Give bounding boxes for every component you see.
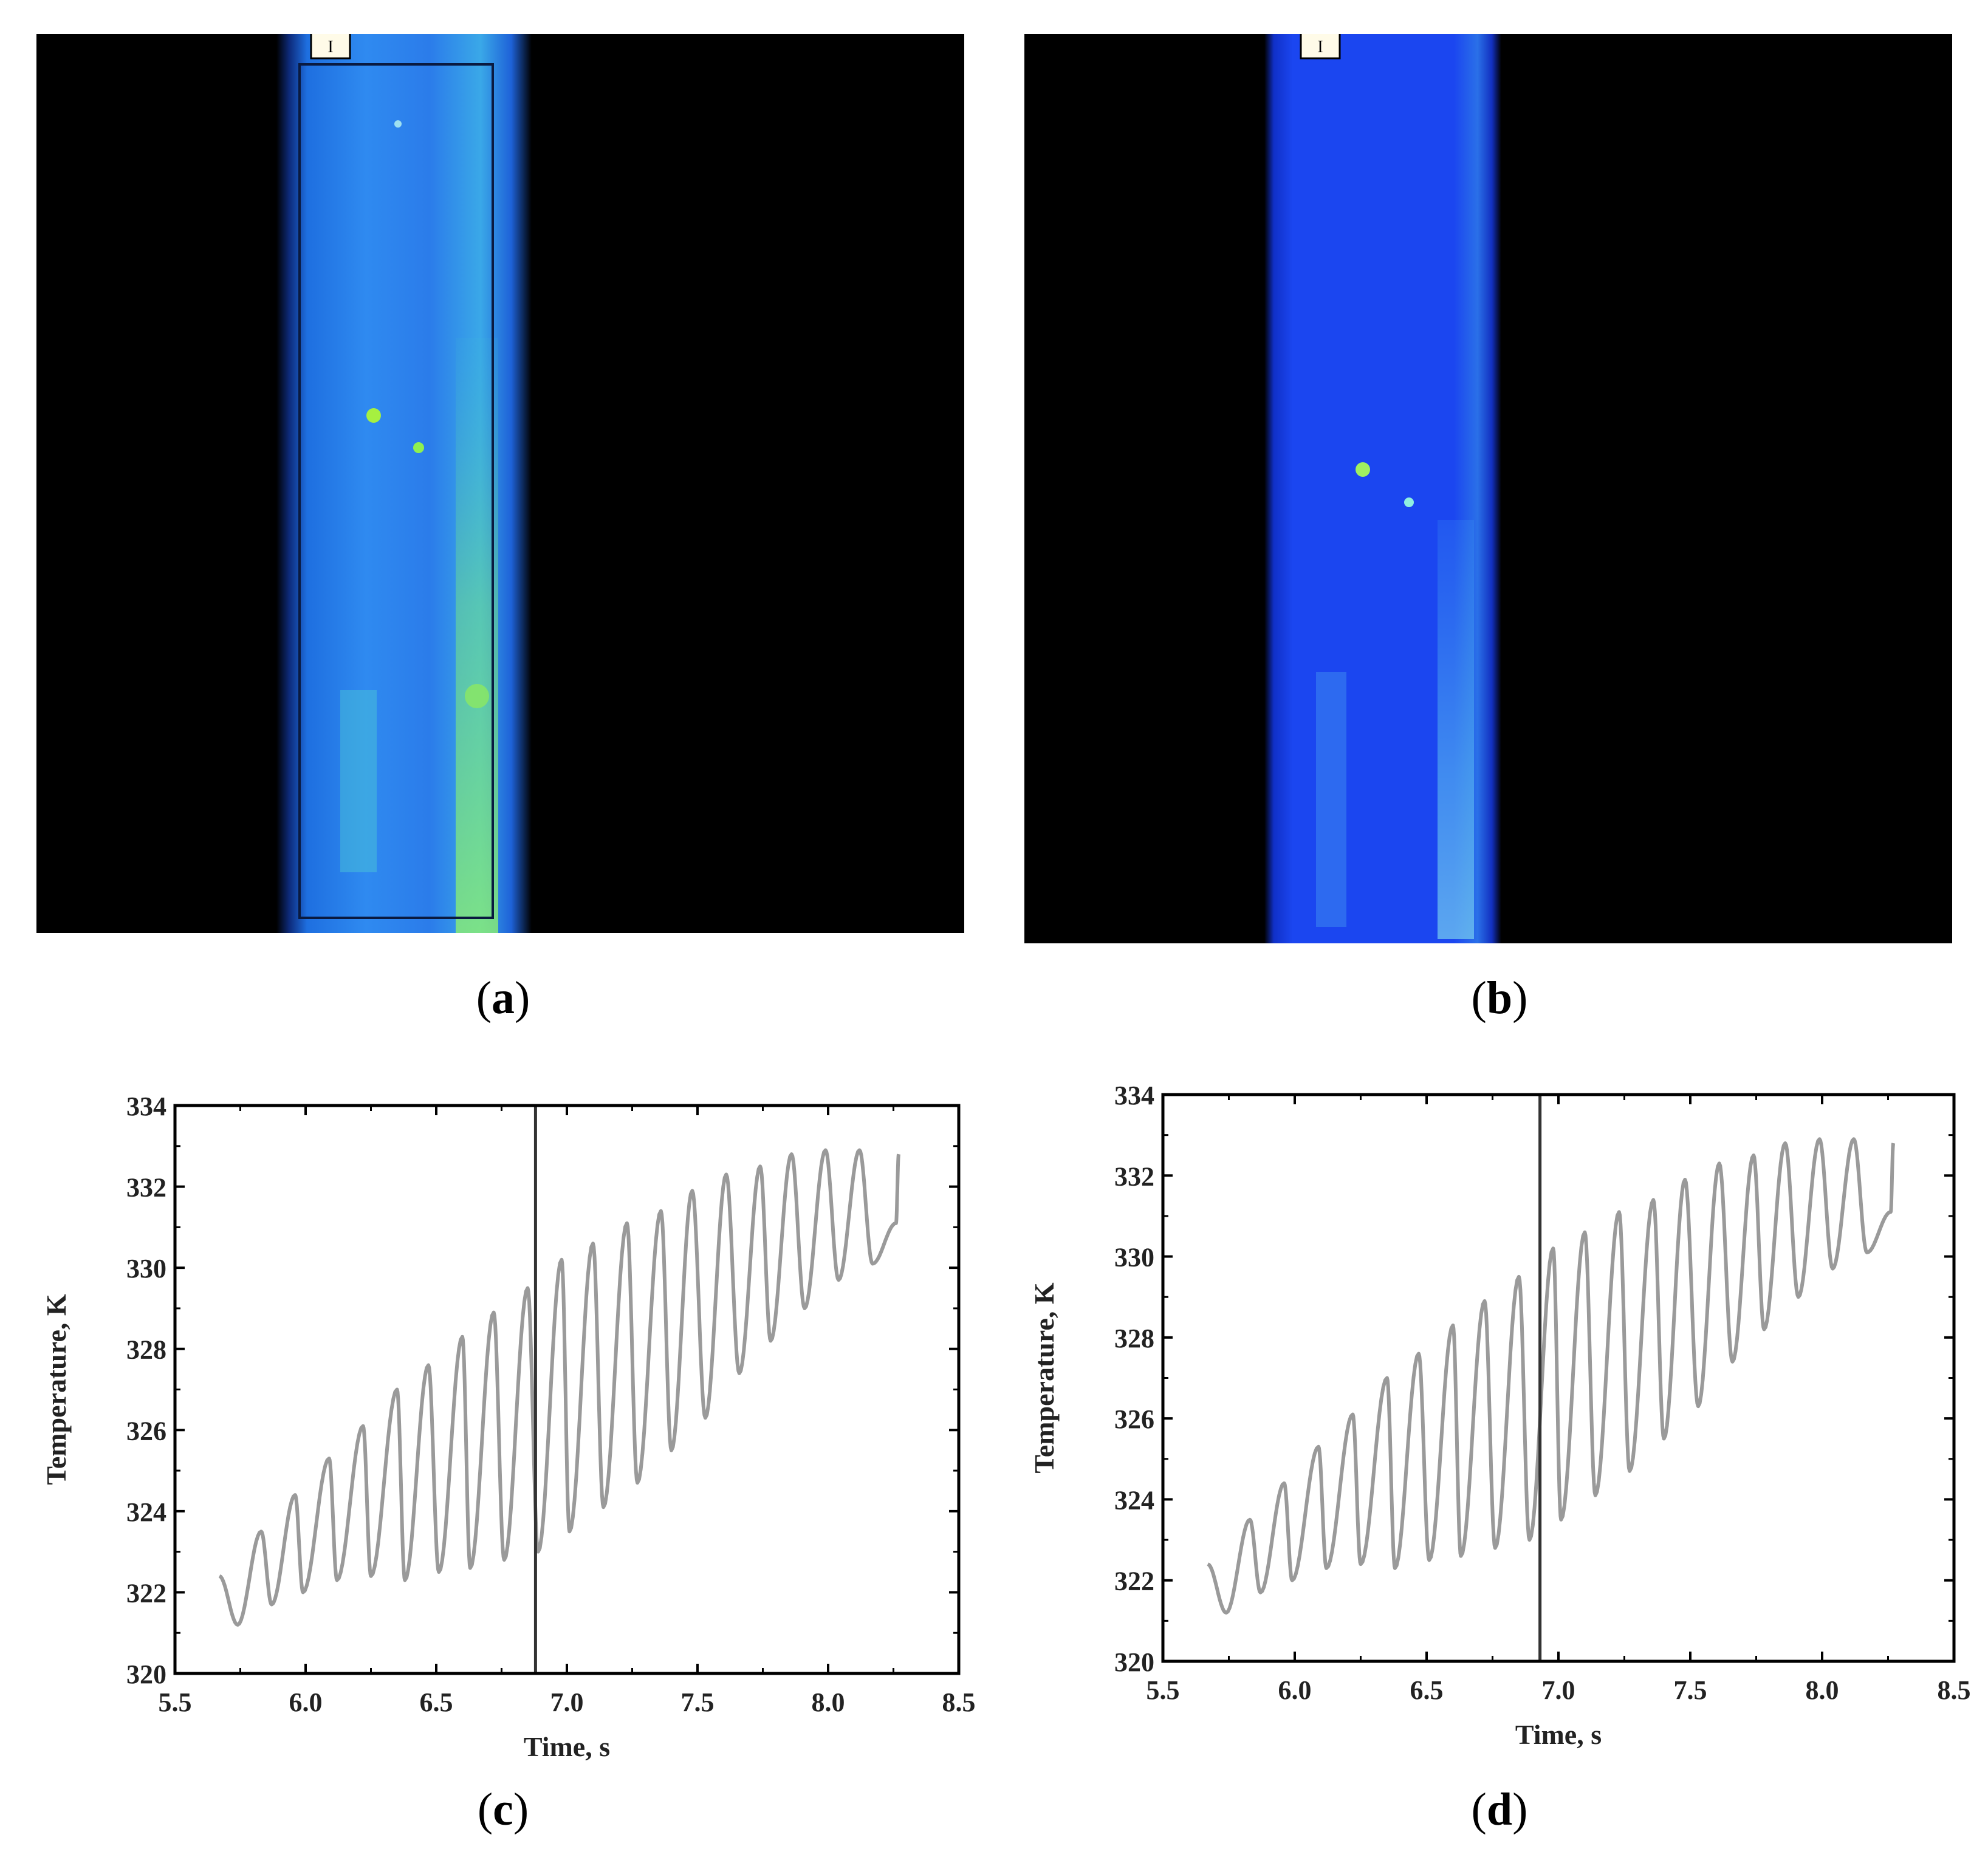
x-tick-label: 6.0 <box>289 1687 323 1717</box>
roi-box <box>298 63 494 919</box>
hotspot <box>394 120 402 128</box>
y-tick-label: 324 <box>1114 1485 1154 1515</box>
y-tick-label: 330 <box>126 1254 166 1283</box>
y-tick-label: 324 <box>126 1497 166 1527</box>
x-tick-label: 5.5 <box>159 1687 192 1717</box>
x-tick-label: 8.5 <box>942 1687 976 1717</box>
y-tick-label: 328 <box>1114 1324 1154 1353</box>
thermal-image-a-graphic: I <box>276 34 532 933</box>
caption-b: (b) <box>1471 972 1528 1024</box>
x-tick-label: 6.5 <box>420 1687 453 1717</box>
x-tick-label: 5.5 <box>1147 1675 1180 1705</box>
y-tick-label: 334 <box>126 1092 166 1121</box>
y-axis-label: Temperature, K <box>1029 1282 1060 1474</box>
y-tick-label: 322 <box>1114 1567 1154 1596</box>
chart-c: 5.5 6.0 6.5 7.0 7.5 8.0 8.5 320 322 324 326 328 330 3… <box>0 1069 994 1765</box>
thermal-image-b-graphic: I <box>1264 34 1501 943</box>
hotspot <box>366 408 381 423</box>
y-axis-label: Temperature, K <box>41 1294 72 1485</box>
temperature-curve <box>1207 1137 1896 1615</box>
chart-d: 5.5 6.0 6.5 7.0 7.5 8.0 8.5 320 322 324 326 328 330 3… <box>994 1069 1988 1765</box>
y-tick-label: 322 <box>126 1578 166 1608</box>
x-tick-label: 7.5 <box>681 1687 715 1717</box>
caption-a: (a) <box>476 972 530 1024</box>
chart-c-svg: 5.5 6.0 6.5 7.0 7.5 8.0 8.5 320 322 324 326 328 330 3… <box>41 1092 976 1762</box>
marker-tag-label: I <box>327 38 333 56</box>
marker-tag <box>310 34 351 60</box>
x-tick-label: 8.5 <box>1938 1675 1971 1705</box>
hotspot <box>1404 497 1414 507</box>
hotspot <box>1356 462 1370 477</box>
y-tick-label: 334 <box>1114 1081 1154 1110</box>
marker-tag <box>1300 34 1341 60</box>
x-axis-label: Time, s <box>1515 1719 1602 1750</box>
y-tick-label: 330 <box>1114 1243 1154 1273</box>
warm-zone <box>340 690 377 872</box>
x-axis-label: Time, s <box>524 1731 610 1762</box>
temperature-curve <box>218 1148 901 1627</box>
x-tick-label: 6.5 <box>1410 1675 1444 1705</box>
y-tick-label: 326 <box>1114 1404 1154 1434</box>
y-tick-label: 326 <box>126 1416 166 1446</box>
y-tick-label: 328 <box>126 1335 166 1365</box>
hotspot <box>465 684 489 708</box>
thermal-image-b: I <box>1024 34 1952 943</box>
warm-zone <box>1316 672 1346 927</box>
marker-tag-label: I <box>1317 38 1323 56</box>
x-tick-label: 8.0 <box>1806 1675 1839 1705</box>
y-tick-label: 332 <box>126 1173 166 1203</box>
x-tick-label: 6.0 <box>1278 1675 1312 1705</box>
caption-c: (c) <box>477 1784 529 1835</box>
x-tick-label: 8.0 <box>812 1687 845 1717</box>
x-tick-label: 7.0 <box>550 1687 584 1717</box>
warm-zone <box>1438 520 1474 939</box>
thermal-image-a: I <box>36 34 964 933</box>
caption-d: (d) <box>1471 1784 1528 1835</box>
y-tick-label: 320 <box>1114 1647 1154 1677</box>
x-tick-label: 7.5 <box>1674 1675 1707 1705</box>
chart-d-svg: 5.5 6.0 6.5 7.0 7.5 8.0 8.5 320 322 324 326 328 330 3… <box>1029 1081 1971 1750</box>
hotspot <box>413 442 424 453</box>
x-tick-label: 7.0 <box>1542 1675 1575 1705</box>
y-tick-label: 320 <box>126 1659 166 1689</box>
y-tick-label: 332 <box>1114 1161 1154 1191</box>
hot-zone <box>456 338 498 933</box>
